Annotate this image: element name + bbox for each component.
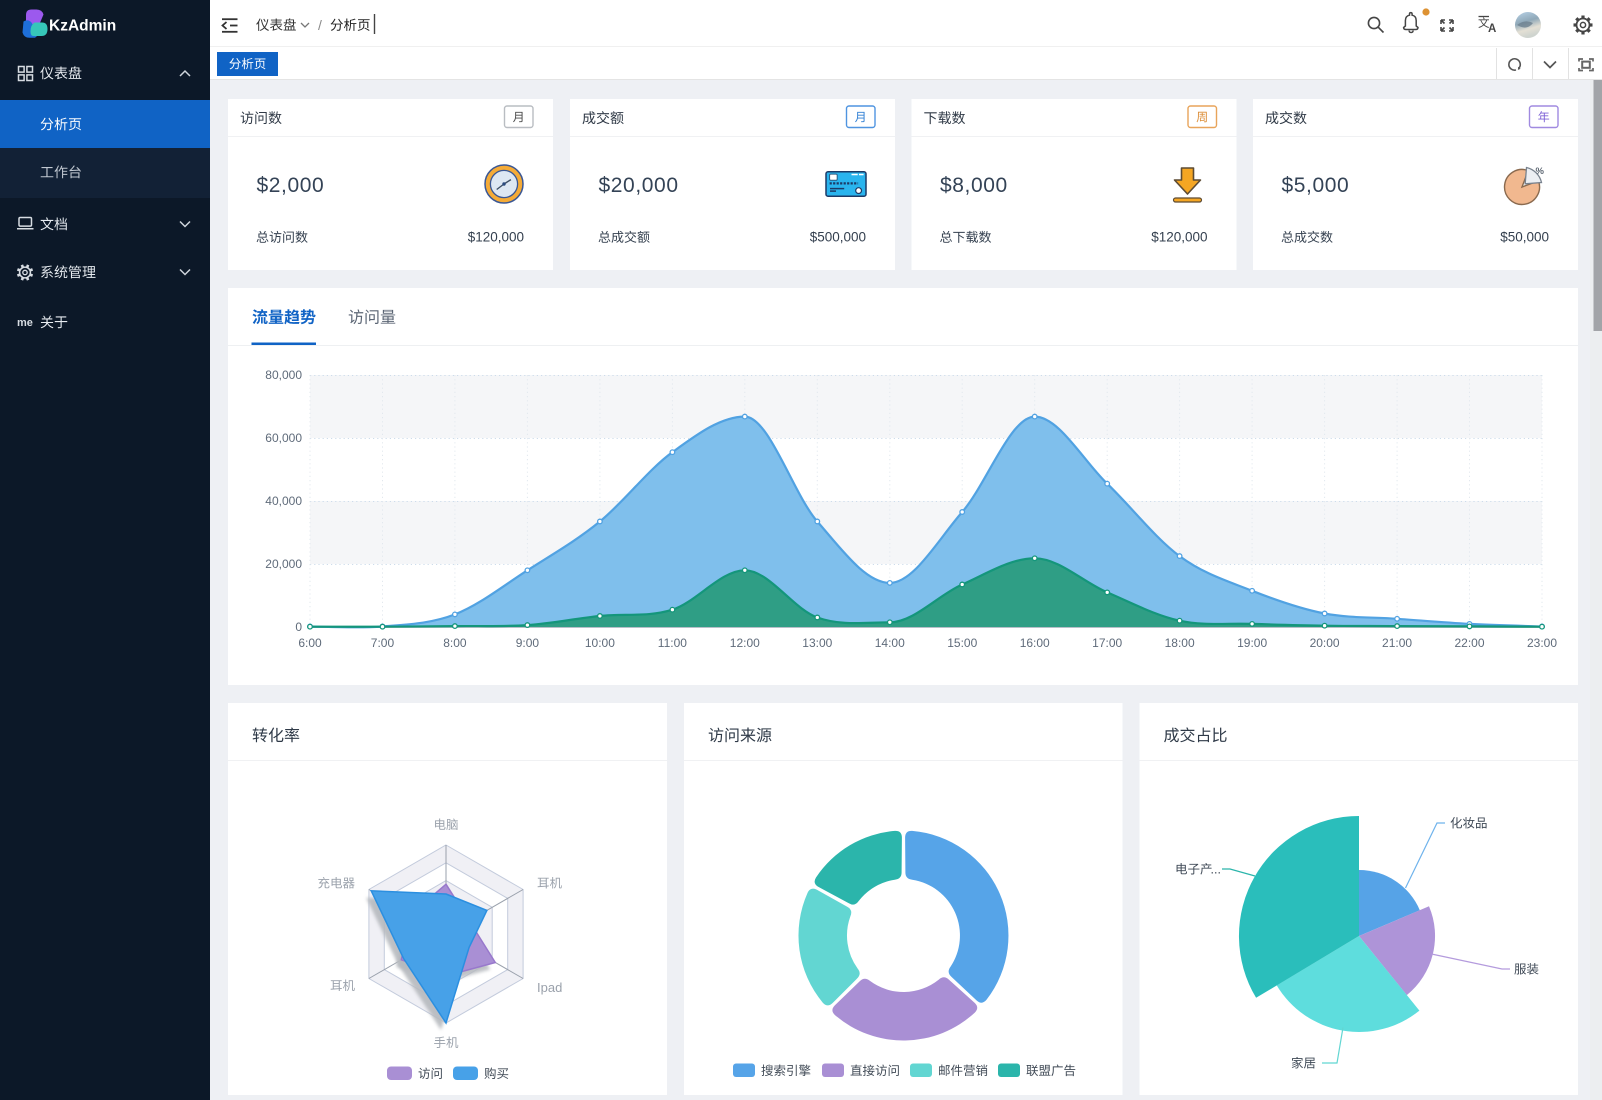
svg-text:me: me — [17, 317, 33, 329]
svg-text:0: 0 — [295, 620, 302, 634]
svg-text:17:00: 17:00 — [1092, 636, 1122, 650]
svg-text:40,000: 40,000 — [265, 494, 302, 508]
svg-text:22:00: 22:00 — [1455, 636, 1485, 650]
svg-text:7:00: 7:00 — [371, 636, 395, 650]
svg-text:13:00: 13:00 — [802, 636, 832, 650]
svg-text:KzAdmin: KzAdmin — [49, 18, 116, 35]
svg-text:A: A — [1488, 23, 1496, 35]
svg-text:$2,000: $2,000 — [257, 174, 325, 197]
svg-text:20,000: 20,000 — [265, 557, 302, 571]
svg-text:$5,000: $5,000 — [1282, 174, 1350, 197]
svg-text:16:00: 16:00 — [1020, 636, 1050, 650]
svg-text:/: / — [318, 17, 322, 33]
svg-text:$8,000: $8,000 — [940, 174, 1008, 197]
svg-text:$20,000: $20,000 — [599, 174, 679, 197]
svg-text:$500,000: $500,000 — [810, 230, 866, 245]
svg-text:19:00: 19:00 — [1237, 636, 1267, 650]
svg-text:$120,000: $120,000 — [1151, 230, 1207, 245]
svg-text:15:00: 15:00 — [947, 636, 977, 650]
svg-text:14:00: 14:00 — [875, 636, 905, 650]
svg-text:...: ... — [1211, 863, 1221, 877]
svg-text:20:00: 20:00 — [1310, 636, 1340, 650]
svg-text:21:00: 21:00 — [1382, 636, 1412, 650]
svg-text:60,000: 60,000 — [265, 431, 302, 445]
svg-text:18:00: 18:00 — [1165, 636, 1195, 650]
svg-text:$50,000: $50,000 — [1500, 230, 1549, 245]
svg-text:9:00: 9:00 — [516, 636, 540, 650]
svg-text:6:00: 6:00 — [298, 636, 322, 650]
svg-text:12:00: 12:00 — [730, 636, 760, 650]
svg-text:10:00: 10:00 — [585, 636, 615, 650]
svg-text:$120,000: $120,000 — [468, 230, 524, 245]
svg-text:%: % — [1536, 166, 1545, 177]
svg-text:80,000: 80,000 — [265, 368, 302, 382]
svg-text:8:00: 8:00 — [443, 636, 467, 650]
svg-text:23:00: 23:00 — [1527, 636, 1557, 650]
svg-text:11:00: 11:00 — [658, 636, 687, 650]
svg-text:Ipad: Ipad — [537, 980, 562, 995]
